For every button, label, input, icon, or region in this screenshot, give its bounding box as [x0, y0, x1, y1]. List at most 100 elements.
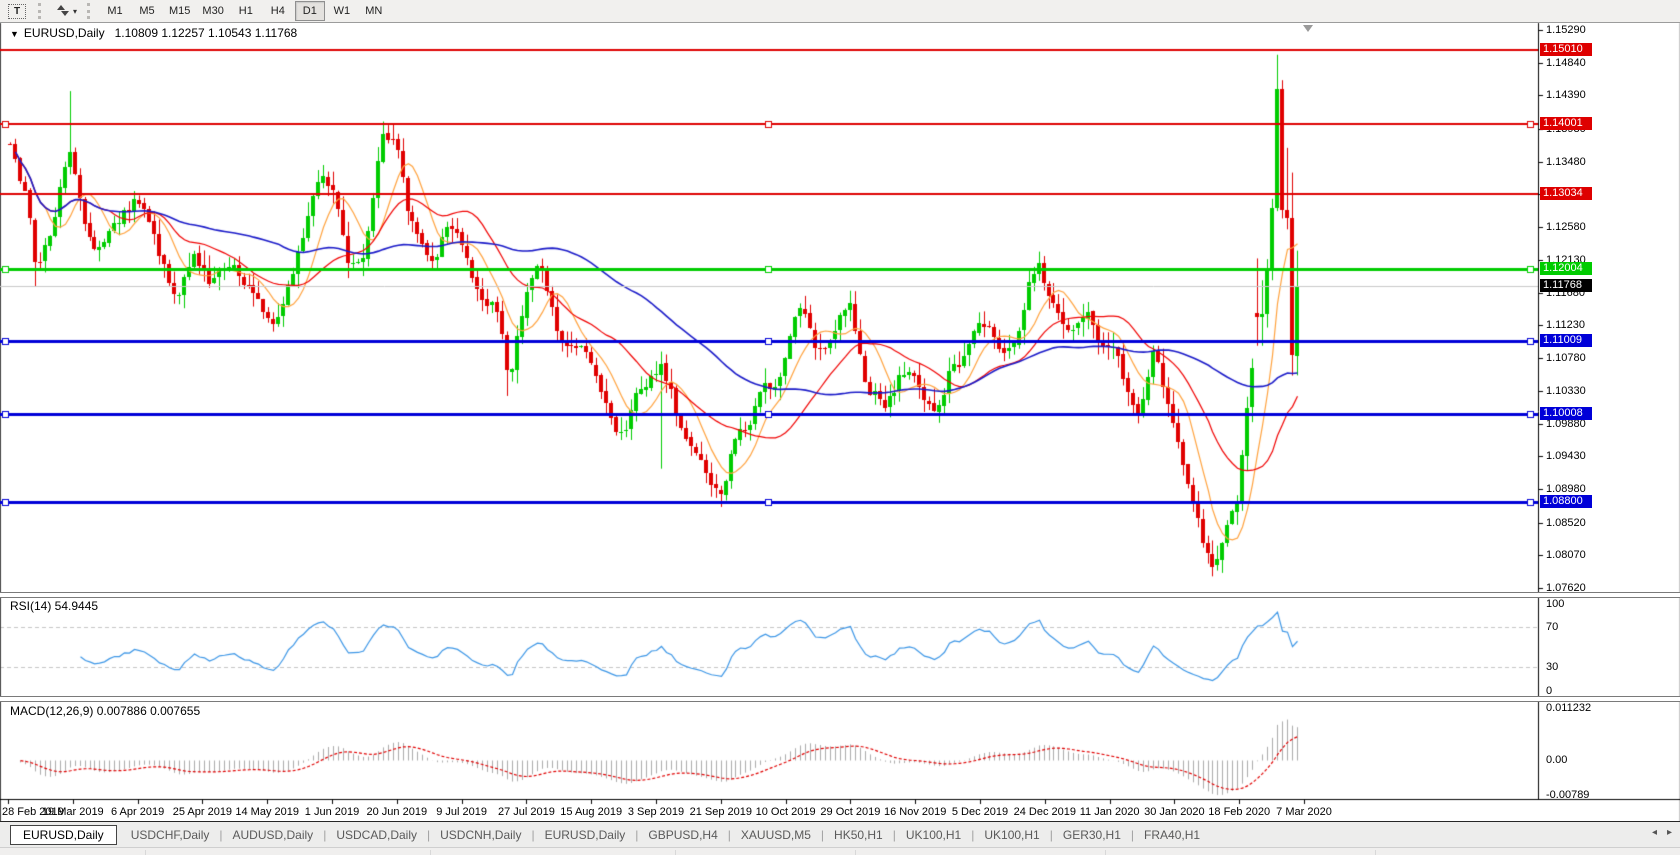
tab-separator: |: [531, 827, 535, 842]
chevron-down-icon: ▾: [73, 6, 78, 16]
level-price-badge[interactable]: 1.14001: [1540, 116, 1592, 130]
date-axis-label: 30 Jan 2020: [1144, 806, 1205, 818]
chart-tab-uk100-h1[interactable]: UK100,H1: [984, 827, 1040, 842]
level-price-badge[interactable]: 1.11009: [1540, 334, 1592, 348]
date-axis-label: 1 Jun 2019: [304, 806, 360, 818]
date-axis-label: 14 May 2019: [235, 806, 299, 818]
chart-tab-bar: EURUSD,Daily USDCHF,Daily | AUDUSD,Daily | US…: [0, 821, 1680, 847]
chart-tab-gbpusd-h4[interactable]: GBPUSD,H4: [648, 827, 718, 842]
timeframe-button-d1[interactable]: D1: [294, 1, 325, 21]
timeframe-button-m1[interactable]: M1: [107, 5, 123, 17]
date-axis-label: 10 Oct 2019: [755, 806, 816, 818]
date-axis-label: 20 Jun 2019: [366, 806, 428, 818]
tab-separator: |: [1049, 827, 1053, 842]
pane-divider-macd[interactable]: [0, 696, 1680, 702]
chart-tab-usdcad-daily[interactable]: USDCAD,Daily: [336, 827, 417, 842]
chart-tab-usdchf-daily[interactable]: USDCHF,Daily: [130, 827, 210, 842]
current-price-badge: 1.11768: [1540, 279, 1592, 293]
price-tick-label: 1.15290: [1546, 24, 1586, 36]
level-price-badge[interactable]: 1.12004: [1540, 262, 1592, 276]
date-axis-label: 18 Feb 2020: [1208, 806, 1271, 818]
tab-separator: |: [971, 827, 975, 842]
date-axis-label: 15 Aug 2019: [560, 806, 623, 818]
date-axis-label: 19 Mar 2019: [41, 806, 104, 818]
macd-axis-label: 0.011232: [1546, 702, 1592, 714]
date-axis-label: 29 Oct 2019: [820, 806, 881, 818]
timeframe-button-m15[interactable]: M15: [169, 5, 191, 17]
chart-tab-fra40-h1[interactable]: FRA40,H1: [1144, 827, 1201, 842]
price-tick-label: 1.07620: [1546, 581, 1586, 594]
date-axis-label: 7 Mar 2020: [1276, 806, 1332, 818]
timeframe-button-h1[interactable]: H1: [238, 5, 253, 17]
chart-title: ▼ EURUSD,Daily 1.10809 1.12257 1.10543 1.1…: [10, 26, 297, 40]
macd-axis-label: -0.00789: [1546, 789, 1590, 801]
price-tick-label: 1.10780: [1546, 352, 1586, 365]
date-axis-label: 9 Jul 2019: [436, 806, 487, 818]
tab-separator: |: [892, 827, 896, 842]
rsi-pane[interactable]: [0, 596, 1538, 696]
level-price-badge[interactable]: 1.15010: [1540, 43, 1592, 57]
chart-tab-xauusd-m5[interactable]: XAUUSD,M5: [740, 827, 811, 842]
tab-scroll-controls: ◂ ▸: [1652, 827, 1672, 838]
date-axis-label: 5 Dec 2019: [951, 806, 1009, 818]
price-tick-label: 1.09430: [1546, 450, 1586, 463]
date-axis-label: 16 Nov 2019: [883, 806, 947, 818]
status-bar-separator: [675, 850, 676, 855]
price-tick-label: 1.13480: [1546, 155, 1586, 168]
rsi-indicator-label: RSI(14) 54.9445: [10, 599, 99, 613]
status-bar: [0, 847, 1680, 855]
tab-scroll-left-icon[interactable]: ◂: [1651, 827, 1657, 838]
chart-tab-uk100-h1[interactable]: UK100,H1: [905, 827, 962, 842]
chart-tab-audusd-daily[interactable]: AUDUSD,Daily: [232, 827, 314, 842]
chart-tab-eurusd-daily[interactable]: EURUSD,Daily: [10, 824, 117, 845]
date-axis-label: 21 Sep 2019: [689, 806, 752, 818]
price-tick-label: 1.10330: [1546, 384, 1586, 397]
rsi-axis-label: 30: [1546, 661, 1559, 673]
chart-tab-ger30-h1[interactable]: GER30,H1: [1062, 827, 1121, 842]
price-tick-label: 1.08520: [1546, 516, 1586, 529]
timeframe-button-group: M1 M5 M15 M30 H1 H4 D1 W1 MN: [99, 1, 390, 21]
chart-symbol-period: EURUSD,Daily: [23, 26, 105, 40]
timeframe-button-m5[interactable]: M5: [139, 5, 155, 17]
status-bar-separator: [1105, 850, 1106, 855]
chart-title-caret-icon: ▼: [10, 29, 19, 39]
chart-ohlc-values: 1.10809 1.12257 1.10543 1.11768: [114, 26, 298, 40]
tab-separator: |: [323, 827, 327, 842]
rsi-axis-label: 0: [1546, 685, 1553, 697]
timeframe-button-h4[interactable]: H4: [270, 5, 285, 17]
macd-indicator-label: MACD(12,26,9) 0.007886 0.007655: [10, 704, 201, 718]
tab-scroll-right-icon[interactable]: ▸: [1666, 827, 1672, 838]
price-tick-label: 1.14390: [1546, 89, 1586, 102]
level-price-badge[interactable]: 1.13034: [1540, 187, 1592, 201]
status-bar-separator: [855, 850, 856, 855]
toolbar-grip2[interactable]: [87, 3, 95, 19]
price-tick-label: 1.08070: [1546, 549, 1586, 562]
price-tick-label: 1.11230: [1546, 319, 1585, 332]
cycle-timeframes-button[interactable]: ▾: [51, 1, 82, 21]
toolbar-grip[interactable]: [38, 3, 46, 19]
pane-divider-rsi[interactable]: [0, 592, 1680, 598]
timeframe-button-w1[interactable]: W1: [333, 5, 351, 17]
main-chart-pane[interactable]: [0, 23, 1538, 592]
status-bar-separator: [430, 850, 431, 855]
level-price-badge[interactable]: 1.08800: [1540, 495, 1592, 509]
macd-axis-label: 0.00: [1546, 754, 1568, 766]
level-price-badge[interactable]: 1.10008: [1540, 407, 1592, 421]
timeframe-button-mn[interactable]: MN: [365, 5, 383, 17]
chart-tab-eurusd-daily[interactable]: EURUSD,Daily: [544, 827, 626, 842]
chart-tab-usdcnh-daily[interactable]: USDCNH,Daily: [440, 827, 522, 842]
date-axis-label: 6 Apr 2019: [110, 806, 165, 818]
price-tick-label: 1.08980: [1546, 483, 1586, 496]
tab-separator: |: [820, 827, 825, 842]
date-axis-label: 25 Apr 2019: [172, 806, 233, 818]
date-axis-label: 27 Jul 2019: [497, 806, 555, 818]
price-tick-label: 1.09880: [1546, 417, 1586, 430]
chart-shift-marker-icon[interactable]: [1303, 25, 1313, 32]
macd-pane[interactable]: [0, 700, 1538, 799]
tab-separator: |: [1130, 827, 1135, 842]
chart-tab-hk50-h1[interactable]: HK50,H1: [834, 827, 883, 842]
text-label-tool-button[interactable]: T: [1, 1, 33, 21]
timeframe-button-m30[interactable]: M30: [202, 5, 224, 17]
date-axis-label: 3 Sep 2019: [627, 806, 685, 818]
